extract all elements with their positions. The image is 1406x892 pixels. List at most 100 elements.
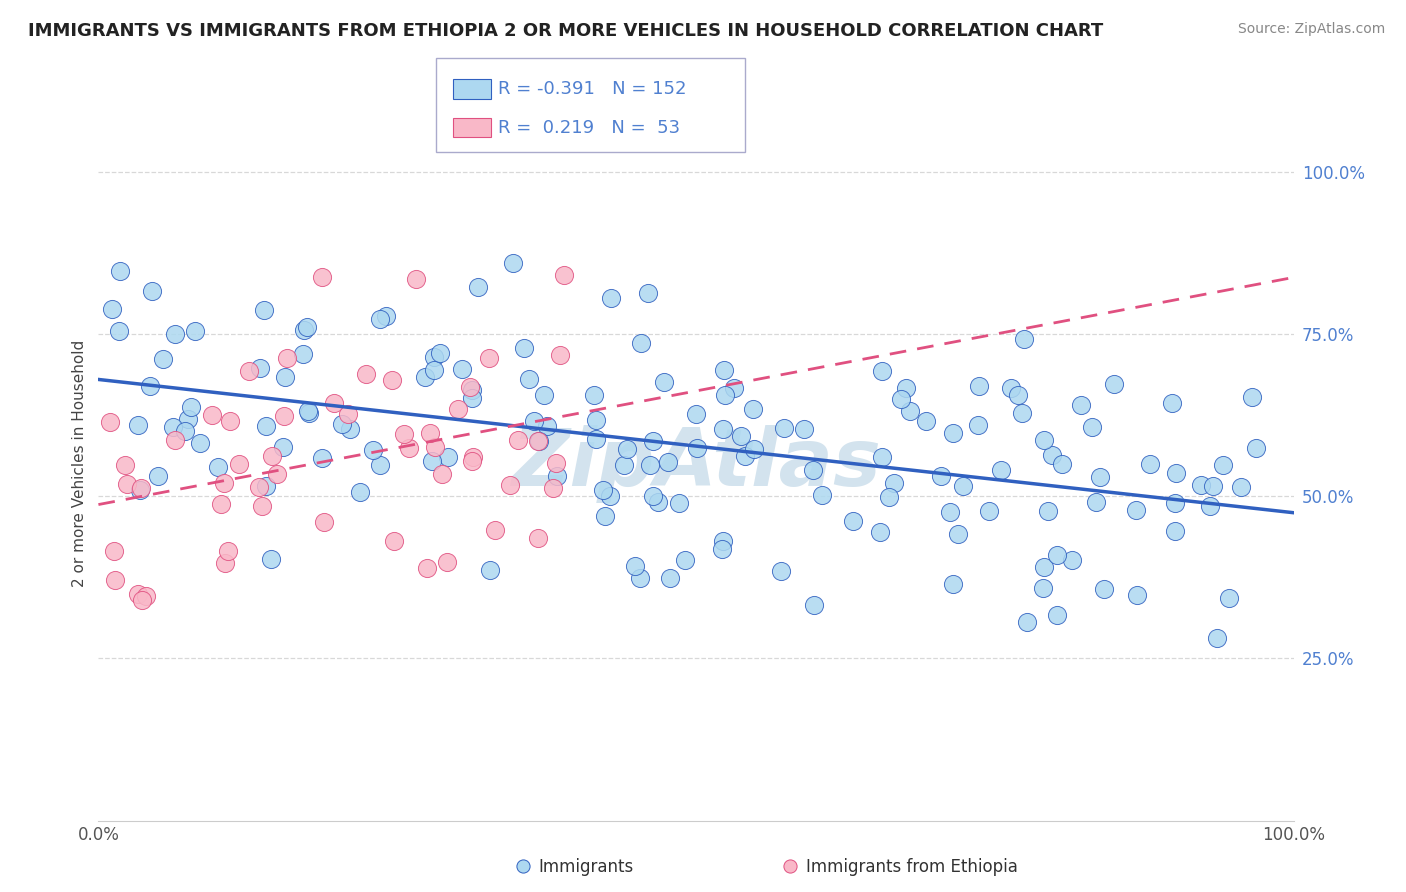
Point	[890, 392, 912, 407]
Point	[523, 414, 546, 428]
Point	[711, 422, 734, 436]
Point	[311, 451, 333, 466]
Point	[585, 413, 607, 427]
Point	[249, 360, 271, 375]
Point	[266, 467, 288, 482]
Point	[638, 458, 661, 473]
Point	[1032, 433, 1054, 447]
Point	[297, 404, 319, 418]
Point	[624, 559, 647, 574]
Point	[432, 467, 454, 482]
Point	[349, 485, 371, 500]
Point	[1164, 495, 1187, 509]
Point	[419, 426, 441, 441]
Point	[583, 387, 606, 401]
Point	[1070, 398, 1092, 412]
Point	[214, 476, 236, 491]
Point	[616, 442, 638, 457]
Point	[512, 859, 534, 873]
Point	[711, 541, 734, 556]
Point	[1241, 390, 1264, 404]
Point	[207, 460, 229, 475]
Point	[292, 347, 315, 361]
Point	[593, 508, 616, 523]
Point	[553, 268, 575, 282]
Point	[550, 348, 572, 362]
Point	[1007, 388, 1029, 402]
Point	[374, 309, 396, 323]
Point	[162, 419, 184, 434]
Point	[139, 378, 162, 392]
Point	[152, 352, 174, 367]
Point	[354, 367, 377, 381]
Point	[527, 531, 550, 545]
Point	[1000, 381, 1022, 395]
Point	[1015, 615, 1038, 630]
Point	[946, 526, 969, 541]
Point	[273, 409, 295, 423]
Point	[772, 421, 794, 435]
Point	[1218, 591, 1240, 605]
Point	[1084, 494, 1107, 508]
Point	[713, 534, 735, 549]
Point	[420, 454, 443, 468]
Point	[1092, 582, 1115, 596]
Point	[1080, 420, 1102, 434]
Point	[1202, 479, 1225, 493]
Point	[447, 401, 470, 416]
Point	[1011, 406, 1033, 420]
Point	[803, 598, 825, 612]
Point	[382, 534, 405, 549]
Point	[898, 404, 921, 418]
Point	[312, 515, 335, 529]
Point	[146, 469, 169, 483]
Point	[127, 418, 149, 433]
Point	[461, 383, 484, 397]
Point	[184, 324, 207, 338]
Point	[114, 458, 136, 472]
Point	[436, 555, 458, 569]
Point	[942, 576, 965, 591]
Text: R =  0.219   N =  53: R = 0.219 N = 53	[498, 119, 681, 136]
Point	[460, 380, 482, 394]
Point	[541, 481, 564, 495]
Point	[361, 443, 384, 458]
Point	[1012, 332, 1035, 346]
Point	[107, 324, 129, 338]
Point	[129, 481, 152, 495]
Point	[967, 379, 990, 393]
Point	[1161, 396, 1184, 410]
Point	[173, 424, 195, 438]
Point	[461, 450, 484, 464]
Point	[1164, 467, 1187, 481]
Point	[180, 400, 202, 414]
Point	[641, 489, 664, 503]
Point	[416, 561, 439, 575]
Point	[658, 571, 681, 585]
Point	[467, 280, 489, 294]
Point	[451, 362, 474, 376]
Point	[254, 479, 277, 493]
Point	[585, 432, 607, 446]
Point	[647, 495, 669, 509]
Point	[793, 422, 815, 436]
Point	[872, 364, 894, 378]
Point	[254, 418, 277, 433]
Point	[423, 362, 446, 376]
Point	[942, 426, 965, 441]
Point	[336, 407, 359, 421]
Point	[952, 479, 974, 493]
Point	[1052, 458, 1074, 472]
Point	[517, 372, 540, 386]
Point	[253, 303, 276, 318]
Point	[533, 387, 555, 401]
Point	[870, 450, 893, 465]
Point	[298, 407, 321, 421]
Point	[437, 450, 460, 465]
Point	[141, 284, 163, 298]
Point	[967, 417, 990, 432]
Point	[238, 364, 260, 378]
Point	[527, 434, 550, 449]
Point	[1126, 588, 1149, 602]
Point	[218, 414, 240, 428]
